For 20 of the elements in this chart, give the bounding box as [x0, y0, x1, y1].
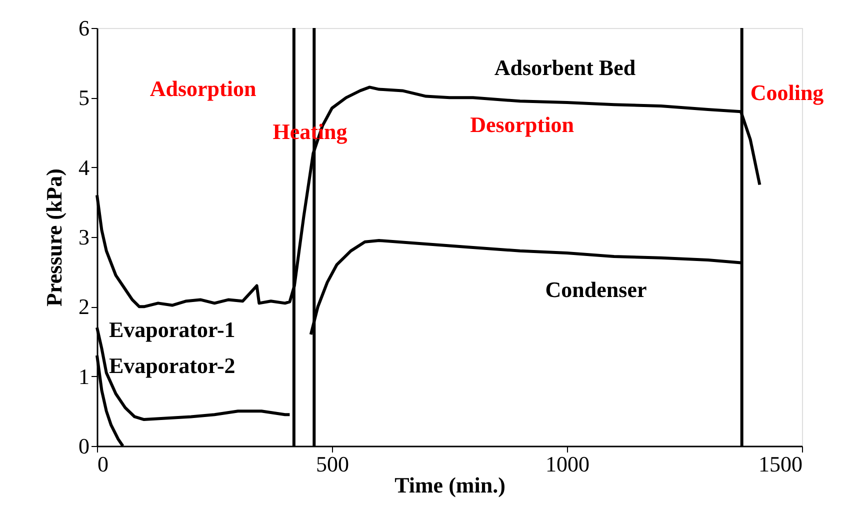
y-tick-label: 5: [78, 85, 90, 110]
series-label: Condenser: [545, 277, 647, 302]
y-tick-label: 6: [78, 16, 90, 40]
x-tick-label: 1500: [758, 452, 802, 476]
series-label: Adsorbent Bed: [494, 55, 636, 80]
y-tick-label: 0: [78, 434, 90, 458]
x-tick-label: 0: [98, 452, 108, 476]
x-axis-title: Time (min.): [394, 472, 506, 498]
annotation: Cooling: [750, 80, 824, 105]
series-label: Evaporator-2: [109, 353, 236, 378]
x-tick-label: 500: [316, 452, 349, 476]
y-axis-title: Pressure (kPa): [42, 168, 66, 306]
y-tick-label: 4: [78, 154, 90, 180]
annotation: Desorption: [470, 112, 574, 137]
annotation: Adsorption: [150, 76, 256, 101]
y-tick-label: 3: [78, 224, 90, 250]
x-tick-label: 1000: [546, 452, 590, 476]
y-tick-label: 2: [78, 294, 90, 320]
series-label: Evaporator-1: [109, 317, 236, 342]
y-tick-label: 1: [78, 364, 90, 389]
